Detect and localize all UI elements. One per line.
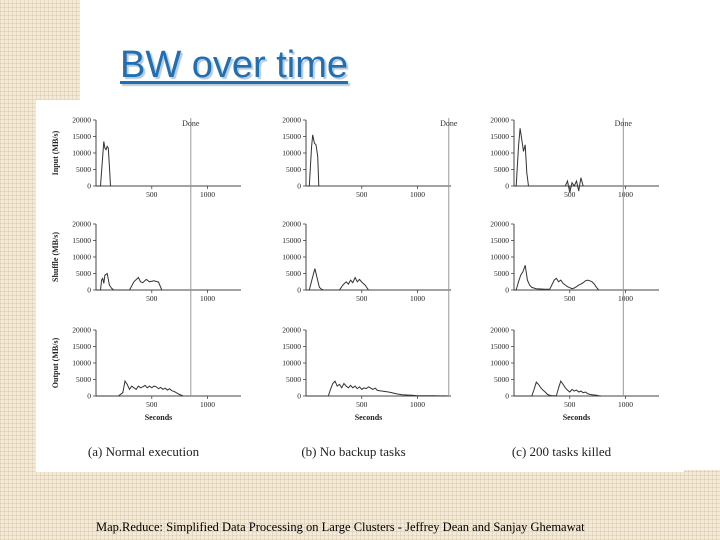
x-tick-label-0-output-1: 1000	[200, 400, 215, 409]
y-tick-label-0-output-1: 15000	[72, 342, 91, 351]
y-tick-label-2-shuffle-0: 20000	[490, 220, 509, 229]
x-tick-label-0-shuffle-0: 500	[146, 294, 158, 303]
y-tick-label-2-input-0: 20000	[490, 116, 509, 125]
done-marker-label-0: Done	[182, 119, 200, 128]
y-tick-label-0-input-1: 15000	[72, 132, 91, 141]
y-tick-label-1-output-2: 10000	[282, 359, 301, 368]
y-tick-label-0-input-0: 20000	[72, 116, 91, 125]
y-tick-label-1-shuffle-1: 15000	[282, 236, 301, 245]
y-tick-label-0-output-4: 0	[87, 392, 91, 401]
x-tick-label-2-input-1: 1000	[618, 190, 633, 199]
series-line-1-output	[306, 380, 449, 397]
y-tick-label-2-output-0: 20000	[490, 326, 509, 335]
citation-text: Map.Reduce: Simplified Data Processing o…	[96, 520, 585, 534]
series-line-2-input	[514, 128, 584, 193]
x-axis-label-1: Seconds	[355, 413, 383, 422]
y-tick-label-1-shuffle-3: 5000	[286, 269, 301, 278]
done-marker-label-1: Done	[440, 119, 458, 128]
y-tick-label-0-shuffle-1: 15000	[72, 236, 91, 245]
slide-title: BW over time	[120, 44, 349, 86]
y-tick-label-2-input-4: 0	[505, 182, 509, 191]
row-axis-label-shuffle: Shuffle (MB/s)	[51, 232, 60, 282]
bandwidth-figure: 20000 15000 10000 5000 0 500 1000 Input (MB/s) 2…	[36, 100, 684, 472]
y-tick-label-0-shuffle-3: 5000	[76, 269, 91, 278]
series-line-0-shuffle	[96, 272, 163, 291]
y-tick-label-0-input-3: 5000	[76, 165, 91, 174]
panel-caption-1: (b) No backup tasks	[301, 444, 405, 459]
slide-background-pattern-bottom	[0, 470, 720, 540]
row-axis-label-output: Output (MB/s)	[51, 337, 60, 388]
y-tick-label-0-input-2: 10000	[72, 149, 91, 158]
series-line-2-output	[514, 379, 602, 397]
series-line-1-input	[306, 134, 320, 187]
y-tick-label-1-output-0: 20000	[282, 326, 301, 335]
y-tick-label-2-input-1: 15000	[490, 132, 509, 141]
panel-caption-2: (c) 200 tasks killed	[512, 444, 612, 459]
series-line-0-output	[96, 379, 184, 397]
done-marker-label-2: Done	[615, 119, 633, 128]
x-tick-label-0-output-0: 500	[146, 400, 158, 409]
y-tick-label-0-shuffle-0: 20000	[72, 220, 91, 229]
y-tick-label-1-output-1: 15000	[282, 342, 301, 351]
y-tick-label-0-output-0: 20000	[72, 326, 91, 335]
y-tick-label-2-input-2: 10000	[490, 149, 509, 158]
y-tick-label-1-input-4: 0	[297, 182, 301, 191]
y-tick-label-0-output-2: 10000	[72, 359, 91, 368]
x-axis-label-0: Seconds	[145, 413, 173, 422]
x-tick-label-0-input-1: 1000	[200, 190, 215, 199]
y-tick-label-1-input-0: 20000	[282, 116, 301, 125]
x-tick-label-1-output-1: 1000	[410, 400, 425, 409]
y-tick-label-2-shuffle-1: 15000	[490, 236, 509, 245]
series-line-0-input	[96, 141, 111, 187]
x-tick-label-2-shuffle-1: 1000	[618, 294, 633, 303]
y-tick-label-0-output-3: 5000	[76, 375, 91, 384]
x-tick-label-1-shuffle-1: 1000	[410, 294, 425, 303]
y-tick-label-2-output-3: 5000	[494, 375, 509, 384]
y-tick-label-2-output-1: 15000	[490, 342, 509, 351]
y-tick-label-1-output-4: 0	[297, 392, 301, 401]
panel-caption-0: (a) Normal execution	[88, 444, 200, 459]
y-tick-label-1-shuffle-2: 10000	[282, 253, 301, 262]
x-tick-label-0-shuffle-1: 1000	[200, 294, 215, 303]
y-tick-label-1-input-3: 5000	[286, 165, 301, 174]
y-tick-label-0-input-4: 0	[87, 182, 91, 191]
y-tick-label-2-shuffle-2: 10000	[490, 253, 509, 262]
row-axis-label-input: Input (MB/s)	[51, 130, 60, 175]
y-tick-label-0-shuffle-2: 10000	[72, 253, 91, 262]
x-tick-label-1-shuffle-0: 500	[356, 294, 368, 303]
series-line-1-shuffle	[306, 268, 369, 291]
x-tick-label-1-input-1: 1000	[410, 190, 425, 199]
x-tick-label-2-input-0: 500	[564, 190, 576, 199]
x-tick-label-2-output-1: 1000	[618, 400, 633, 409]
y-tick-label-2-shuffle-4: 0	[505, 286, 509, 295]
y-tick-label-1-input-1: 15000	[282, 132, 301, 141]
y-tick-label-2-output-4: 0	[505, 392, 509, 401]
x-tick-label-2-shuffle-0: 500	[564, 294, 576, 303]
y-tick-label-0-shuffle-4: 0	[87, 286, 91, 295]
y-tick-label-1-output-3: 5000	[286, 375, 301, 384]
x-tick-label-1-input-0: 500	[356, 190, 368, 199]
y-tick-label-2-output-2: 10000	[490, 359, 509, 368]
x-axis-label-2: Seconds	[563, 413, 591, 422]
series-line-2-shuffle	[514, 265, 600, 291]
y-tick-label-1-shuffle-4: 0	[297, 286, 301, 295]
x-tick-label-1-output-0: 500	[356, 400, 368, 409]
x-tick-label-2-output-0: 500	[564, 400, 576, 409]
y-tick-label-2-shuffle-3: 5000	[494, 269, 509, 278]
y-tick-label-2-input-3: 5000	[494, 165, 509, 174]
y-tick-label-1-input-2: 10000	[282, 149, 301, 158]
y-tick-label-1-shuffle-0: 20000	[282, 220, 301, 229]
x-tick-label-0-input-0: 500	[146, 190, 158, 199]
